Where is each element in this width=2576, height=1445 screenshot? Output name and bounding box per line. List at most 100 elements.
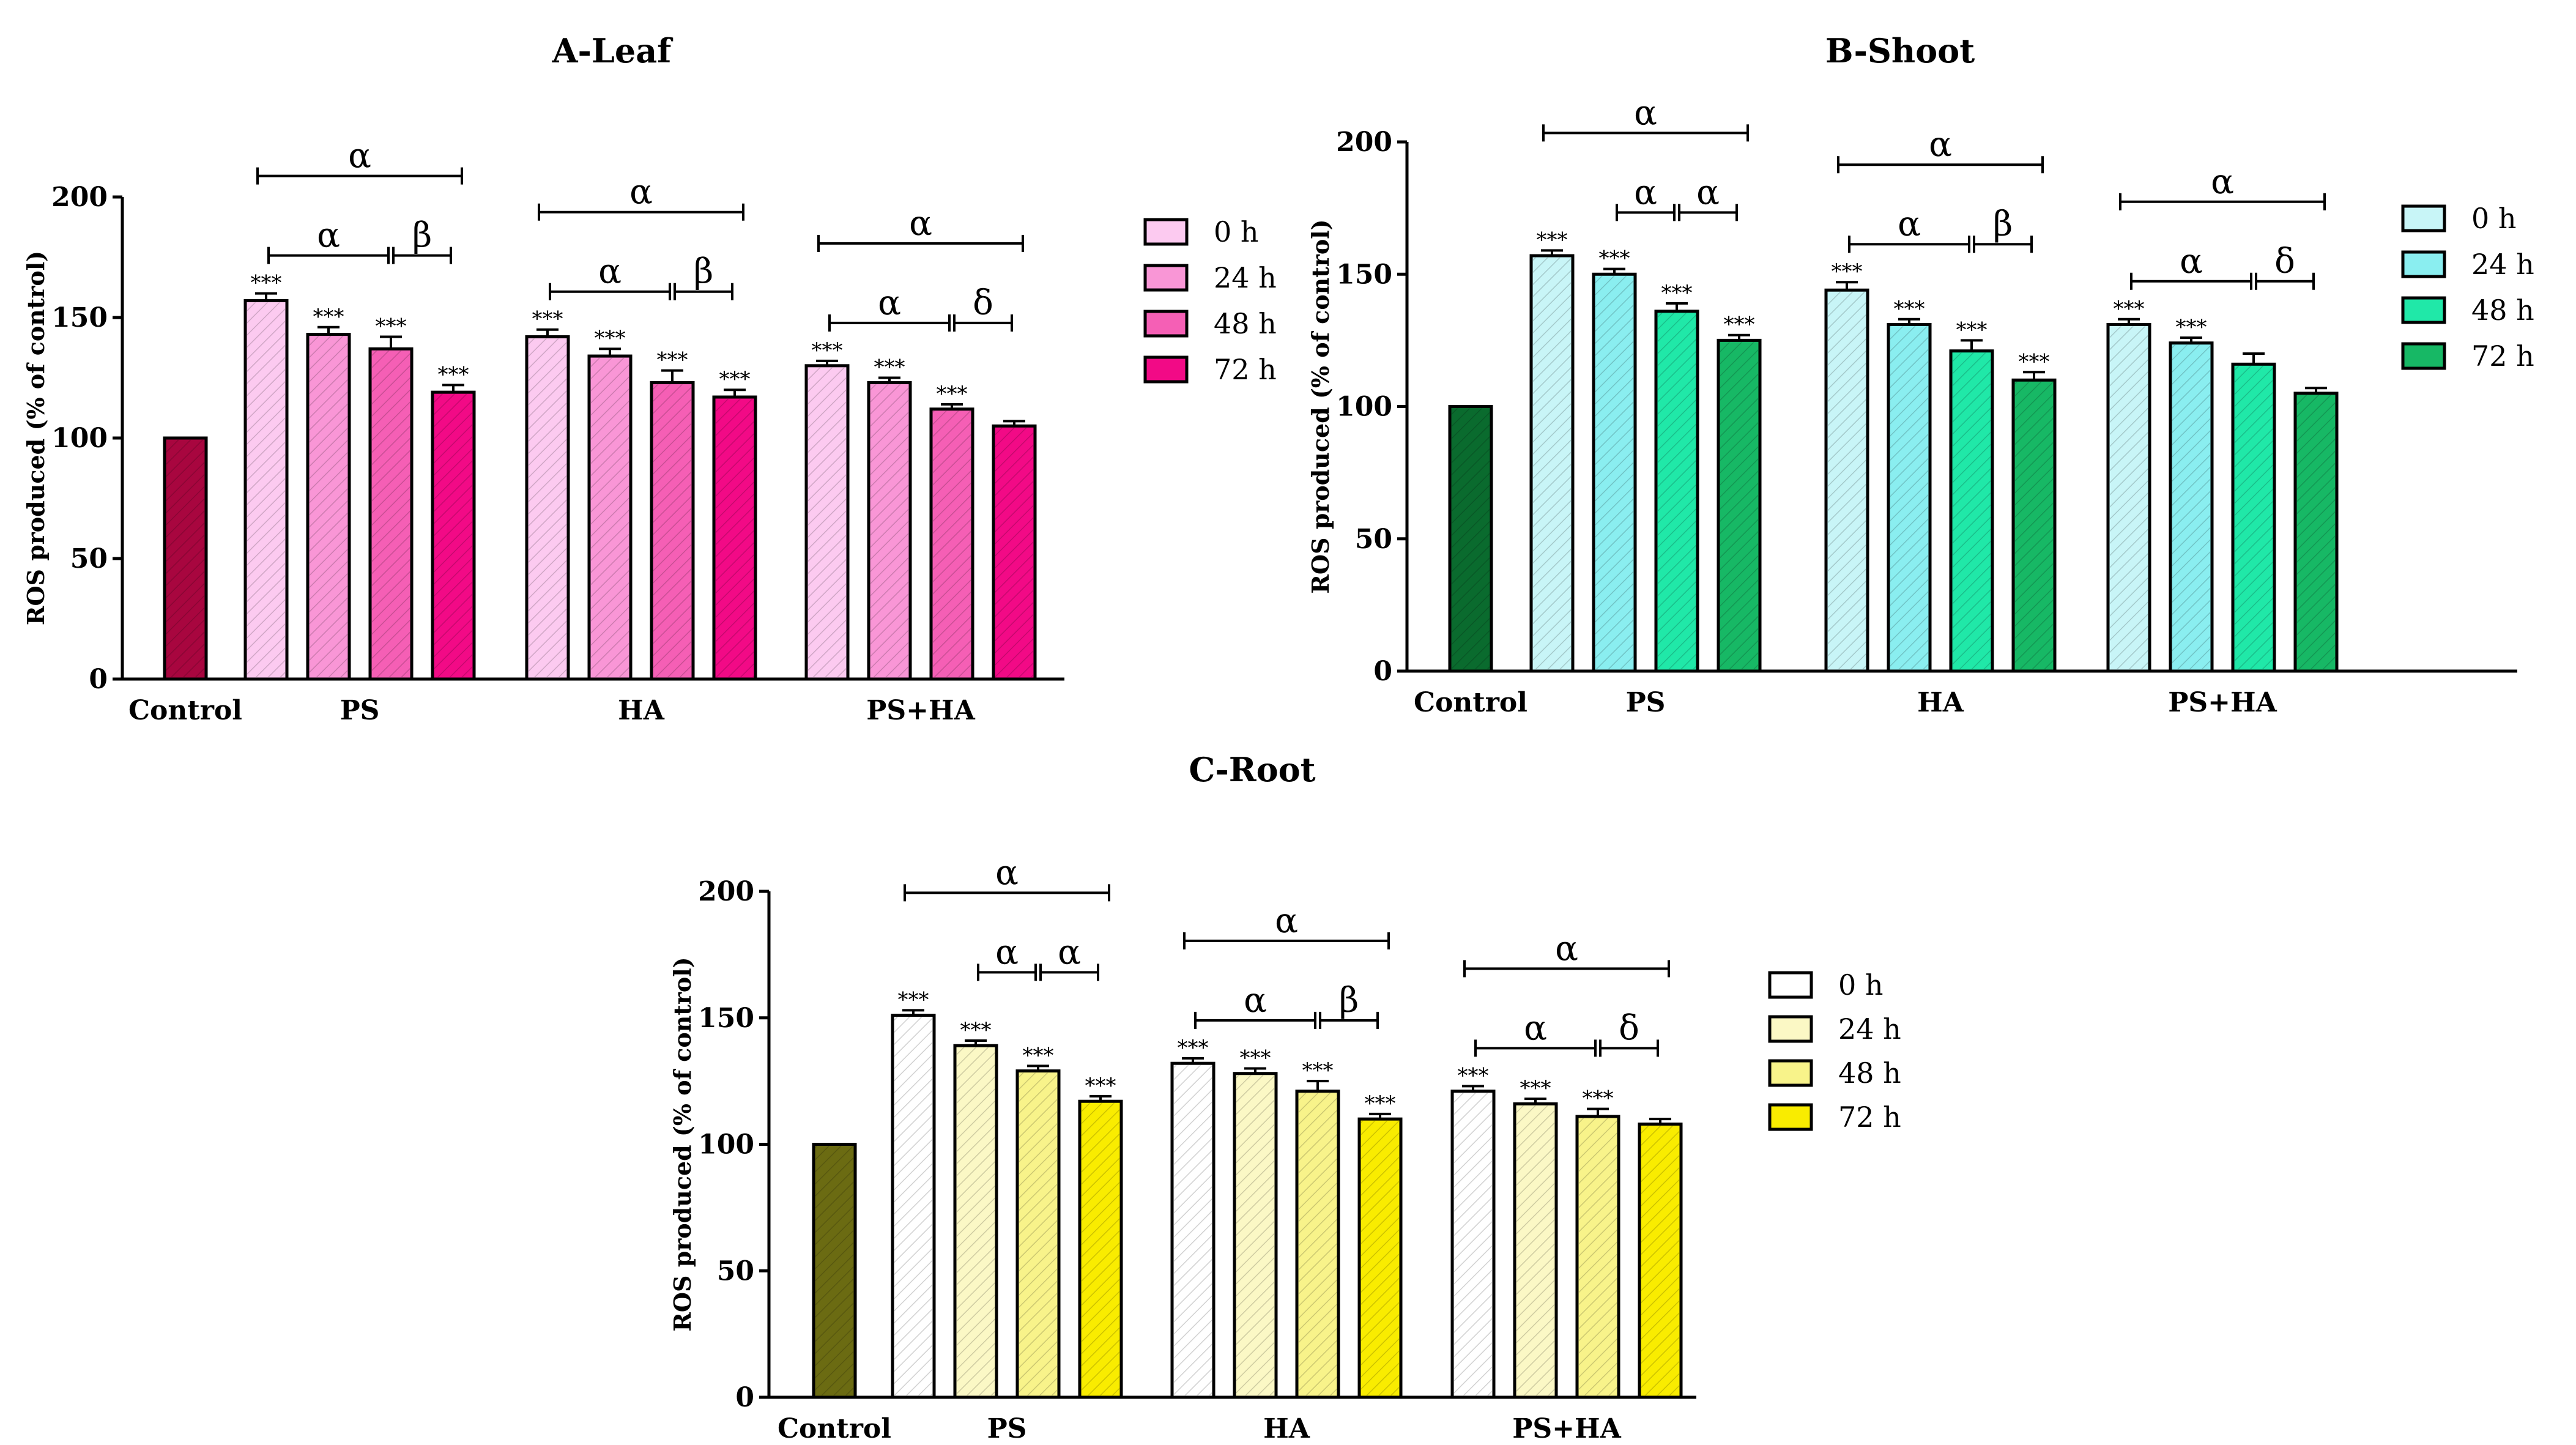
x-category-label: PS [987,1413,1027,1444]
x-category-label: HA [1917,687,1964,718]
chart-title: C-Root [1189,750,1315,789]
y-tick-label: 50 [70,543,108,574]
comparison-label: α [1634,93,1657,133]
legend-swatch [1768,1059,1813,1087]
y-axis-label: ROS produced (% of control) [1307,219,1334,593]
comparison-label: α [2211,162,2234,202]
comparison-label: β [1993,204,2013,244]
y-tick-label: 100 [51,423,108,454]
significance-label: *** [1520,1076,1551,1101]
y-tick-label: 200 [1336,127,1392,158]
significance-label: *** [960,1018,992,1042]
comparison-label: α [629,173,653,212]
data-bar-hatch [995,428,1033,677]
significance-label: *** [1661,281,1693,305]
comparison-label: δ [2274,242,2295,281]
significance-label: *** [1599,247,1630,271]
data-bar-hatch [1641,1126,1679,1395]
significance-label: *** [1023,1043,1054,1068]
legend-label: 0 h [1214,215,1259,248]
comparison-label: α [1929,125,1952,165]
panel-root: C-Root ROS produced (% of control) 0 50 100 1… [669,750,1901,1444]
y-tick-label: 50 [1355,524,1392,555]
panel-leaf: A-Leaf ROS produced (% of control) 0 50 100 1… [22,31,1277,726]
legend-label: 0 h [1838,968,1884,1001]
significance-label: *** [2176,315,2207,340]
significance-label: *** [532,307,563,332]
data-bar-hatch [1019,1072,1057,1395]
significance-label: *** [1724,313,1755,337]
data-bar-hatch [1082,1103,1119,1395]
significance-label: *** [1178,1036,1209,1060]
data-bar-hatch [808,367,846,677]
data-bar-hatch [2015,382,2053,669]
data-bar-hatch [1720,342,1758,669]
legend-swatch [1143,218,1189,246]
data-bar-hatch [310,336,347,677]
chart-title: B-Shoot [1825,31,1975,70]
control-bar-hatch [166,440,204,677]
data-bar-hatch [2235,366,2273,669]
legend-label: 48 h [2471,294,2534,327]
significance-label: *** [2114,297,2145,321]
comparison-label: α [1555,929,1578,968]
significance-label: *** [1583,1087,1614,1111]
data-bar-hatch [1953,352,1991,669]
data-bar-hatch [529,338,566,677]
data-bar-hatch [1533,257,1571,670]
data-bar-hatch [1299,1093,1337,1395]
comparison-label: β [694,252,713,292]
legend-swatch [2401,342,2446,370]
comparison-label: α [1244,981,1267,1020]
comparison-label: β [1339,981,1359,1020]
data-bar-hatch [2110,326,2148,669]
data-bar-hatch [247,302,285,677]
x-category-label: PS [340,695,380,726]
significance-label: *** [595,326,626,351]
significance-label: *** [376,314,407,339]
x-category-label: Control [1414,687,1527,718]
y-tick-label: 0 [735,1382,754,1413]
y-axis-label: ROS produced (% of control) [669,957,696,1331]
data-bar-hatch [933,410,971,677]
comparison-label: α [1058,932,1081,972]
significance-label: *** [1956,318,1988,342]
comparison-label: δ [973,283,993,323]
legend-label: 24 h [1214,261,1277,294]
data-bar-hatch [1174,1065,1212,1395]
legend-label: 48 h [1214,307,1277,340]
legend-swatch [1768,971,1813,999]
significance-label: *** [898,987,929,1012]
y-tick-label: 200 [698,876,754,907]
significance-label: *** [1894,297,1925,321]
comparison-label: β [412,216,432,256]
comparison-label: α [909,204,932,243]
significance-label: *** [719,367,751,392]
significance-label: *** [874,355,905,380]
significance-label: *** [937,382,968,406]
significance-label: *** [1302,1058,1334,1083]
legend-label: 24 h [2471,248,2534,281]
legend-swatch [1143,355,1189,384]
data-bar-hatch [1454,1093,1492,1395]
data-bar-hatch [372,351,410,677]
x-category-label: PS+HA [1512,1413,1621,1444]
legend-swatch [1143,264,1189,292]
significance-label: *** [2019,349,2050,374]
data-bar-hatch [1658,313,1696,669]
y-tick-label: 0 [1373,656,1392,687]
x-category-label: PS+HA [866,695,975,726]
data-bar-hatch [894,1017,932,1395]
y-tick-label: 50 [717,1255,754,1287]
legend-label: 72 h [1838,1101,1901,1134]
legend-label: 72 h [2471,340,2534,373]
significance-label: *** [1365,1091,1396,1116]
y-tick-label: 100 [698,1129,754,1161]
x-category-label: PS [1626,687,1666,718]
y-tick-label: 150 [1336,259,1392,290]
significance-label: *** [657,348,688,373]
control-bar-hatch [1452,408,1490,669]
x-category-label: Control [128,695,242,726]
data-bar-hatch [1236,1075,1274,1395]
